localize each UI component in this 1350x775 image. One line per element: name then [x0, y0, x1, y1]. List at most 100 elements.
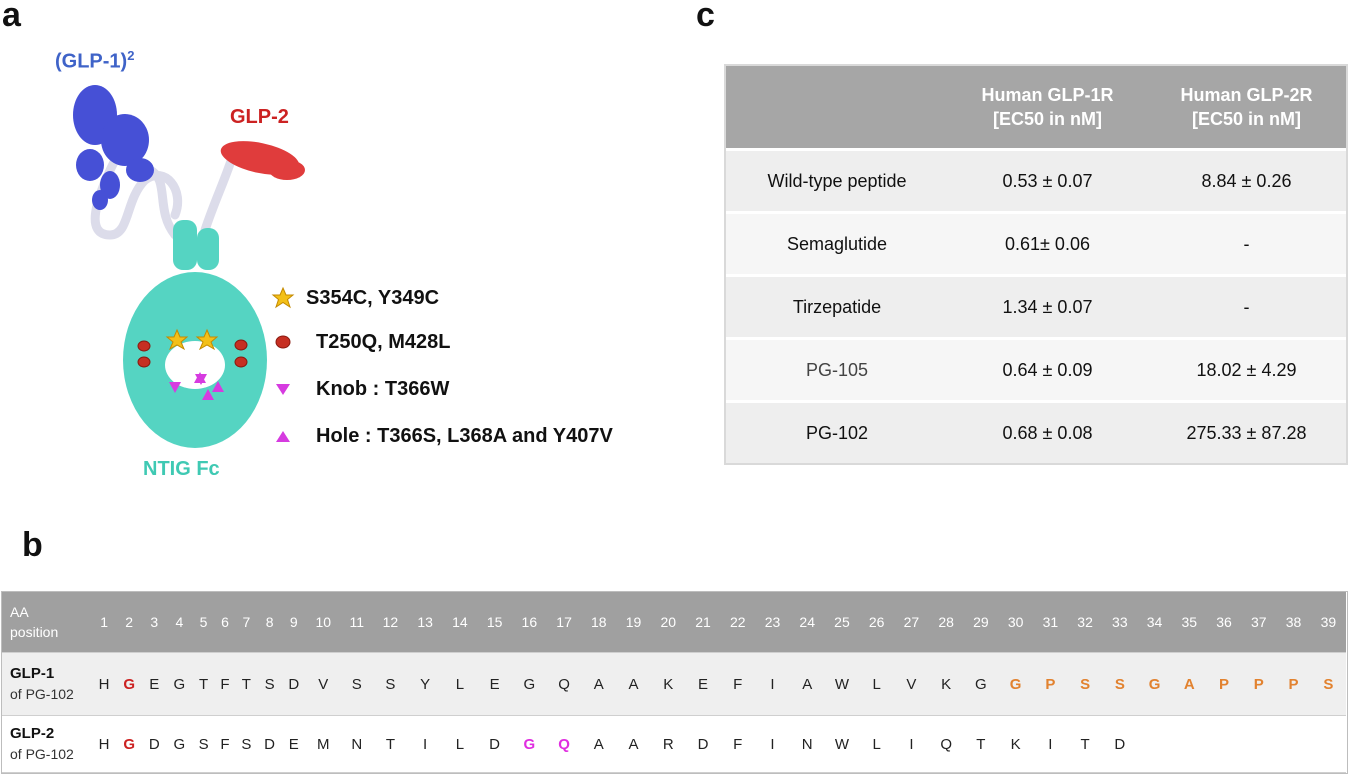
residue-cell: G	[1137, 652, 1172, 716]
residue-cell: G	[963, 652, 999, 716]
residue-cell: K	[998, 715, 1033, 773]
aa-position-number: 5	[192, 592, 215, 653]
residue-cell: A	[616, 652, 651, 716]
residue-cell: Q	[928, 715, 964, 773]
legend-item-star: S354C, Y349C	[270, 285, 439, 311]
residue-cell: D	[257, 715, 282, 773]
aa-label-line1: AA	[10, 604, 29, 620]
residue-cell: L	[859, 715, 895, 773]
aa-position-number: 9	[281, 592, 306, 653]
aa-position-number: 22	[720, 592, 756, 653]
table-cell-glp2r: -	[1147, 211, 1346, 276]
legend-item-circle: T250Q, M428L	[270, 329, 451, 355]
table-cell-glp1r: 0.68 ± 0.08	[948, 400, 1147, 463]
table-cell-glp2r: 18.02 ± 4.29	[1147, 337, 1346, 402]
table-header-row: Human GLP-1R [EC50 in nM] Human GLP-2R […	[726, 66, 1346, 150]
residue-cell: I	[755, 715, 790, 773]
residue-cell: E	[685, 652, 721, 716]
table-cell-glp1r: 0.64 ± 0.09	[948, 337, 1147, 402]
sequence-header-row: AA position 1 2 3 4 5 6 7 8 9 10 11 12 13 14 15 16 17 18 1…	[2, 592, 1346, 653]
residue-cell: I	[894, 715, 929, 773]
residue-cell: Q	[546, 652, 582, 716]
residue-cell: L	[442, 715, 478, 773]
residue-cell: N	[340, 715, 374, 773]
sequence-row-label: GLP-2 of PG-102	[2, 715, 92, 773]
aa-position-number: 8	[257, 592, 282, 653]
star-icon	[271, 286, 295, 309]
aa-position-number: 30	[998, 592, 1033, 653]
residue-cell: S	[1310, 652, 1346, 716]
residue-cell: D	[1102, 715, 1138, 773]
residue-cell: M	[305, 715, 341, 773]
residue-cell	[1241, 715, 1277, 773]
residue-cell: G	[166, 715, 193, 773]
legend-label: T250Q, M428L	[316, 330, 451, 353]
residue-cell: K	[928, 652, 964, 716]
aa-position-number: 19	[616, 592, 651, 653]
residue-cell: H	[92, 715, 117, 773]
aa-position-number: 38	[1276, 592, 1311, 653]
residue-cell: S	[192, 715, 215, 773]
legend-label: Knob : T366W	[316, 377, 450, 400]
aa-position-number: 7	[235, 592, 258, 653]
residue-cell: D	[142, 715, 167, 773]
table-cell-glp1r: 0.53 ± 0.07	[948, 148, 1147, 213]
residue-cell: R	[650, 715, 686, 773]
aa-position-number: 37	[1241, 592, 1277, 653]
glp2-domain	[220, 141, 305, 180]
residue-cell: A	[581, 652, 617, 716]
row-label-sub: of PG-102	[10, 686, 74, 702]
aa-position-number: 6	[214, 592, 236, 653]
residue-cell: G	[511, 715, 547, 773]
panel-b-letter: b	[22, 526, 43, 564]
table-row: PG-105 0.64 ± 0.09 18.02 ± 4.29	[726, 337, 1346, 402]
aa-position-number: 10	[305, 592, 341, 653]
residue-cell: P	[1206, 652, 1242, 716]
table-header-glp1r: Human GLP-1R [EC50 in nM]	[948, 66, 1147, 150]
aa-position-number: 28	[928, 592, 964, 653]
legend-item-knob: Knob : T366W	[270, 376, 449, 402]
residue-cell	[1310, 715, 1346, 773]
glp2-label: GLP-2	[230, 106, 289, 128]
residue-cell: S	[373, 652, 408, 716]
triangle-down-icon	[276, 384, 290, 395]
aa-position-number: 13	[407, 592, 443, 653]
aa-position-number: 35	[1171, 592, 1207, 653]
residue-cell: D	[685, 715, 721, 773]
glp1-label-superscript: 2	[127, 48, 135, 63]
residue-cell: G	[511, 652, 547, 716]
glp1-domain	[73, 85, 154, 210]
table-cell-glp2r: 275.33 ± 87.28	[1147, 400, 1346, 463]
sequence-row-label: GLP-1 of PG-102	[2, 652, 92, 716]
residue-cell: T	[963, 715, 999, 773]
residue-cell: S	[235, 715, 258, 773]
residue-cell	[1276, 715, 1311, 773]
residue-cell: L	[859, 652, 895, 716]
residue-cell: T	[192, 652, 215, 716]
residue-cell: F	[214, 652, 236, 716]
aa-position-number: 15	[477, 592, 512, 653]
molecule-structure-illustration	[73, 85, 305, 448]
residue-cell: I	[407, 715, 443, 773]
fcrn-mutation-dots	[137, 339, 248, 368]
residue-cell	[1171, 715, 1207, 773]
knob-hole-triangles	[169, 372, 224, 400]
aa-position-number: 3	[142, 592, 167, 653]
residue-cell: L	[442, 652, 478, 716]
residue-cell: Q	[546, 715, 582, 773]
table-cell-glp1r: 0.61± 0.06	[948, 211, 1147, 276]
row-label-sub: of PG-102	[10, 746, 74, 762]
table-cell-peptide: Tirzepatide	[726, 274, 948, 339]
residue-cell: A	[581, 715, 617, 773]
fc-label: NTIG Fc	[143, 458, 220, 480]
residue-cell: K	[650, 652, 686, 716]
residue-cell: A	[616, 715, 651, 773]
panel-c-letter: c	[696, 0, 715, 34]
aa-position-number: 1	[92, 592, 117, 653]
table-header-cell	[726, 66, 948, 150]
residue-cell: G	[116, 715, 143, 773]
residue-cell: N	[789, 715, 825, 773]
circle-icon	[275, 335, 291, 349]
residue-cell: T	[373, 715, 408, 773]
